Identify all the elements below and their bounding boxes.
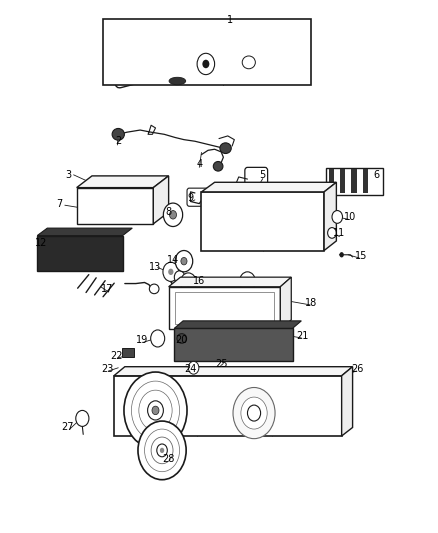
Text: 16: 16 [193, 277, 205, 286]
Circle shape [233, 387, 275, 439]
Circle shape [339, 252, 344, 257]
Bar [328, 169, 334, 193]
Circle shape [241, 397, 267, 429]
Text: 9: 9 [187, 193, 194, 203]
Bar [363, 169, 368, 193]
Text: 20: 20 [176, 335, 188, 345]
Polygon shape [201, 192, 324, 251]
Polygon shape [169, 277, 291, 287]
Text: 23: 23 [101, 364, 113, 374]
Circle shape [163, 262, 179, 281]
Ellipse shape [213, 161, 223, 171]
Ellipse shape [149, 284, 159, 294]
Text: 15: 15 [355, 251, 367, 261]
Polygon shape [77, 176, 169, 188]
Polygon shape [114, 367, 353, 376]
Circle shape [197, 53, 215, 75]
Circle shape [181, 257, 187, 265]
Text: 13: 13 [149, 262, 162, 271]
Bar [351, 169, 357, 193]
Circle shape [152, 406, 159, 415]
Circle shape [240, 272, 255, 291]
Circle shape [247, 405, 261, 421]
Circle shape [160, 448, 164, 453]
Text: 26: 26 [351, 364, 363, 374]
Circle shape [163, 203, 183, 227]
Text: 3: 3 [65, 170, 71, 180]
Polygon shape [37, 228, 132, 236]
Circle shape [188, 361, 199, 374]
Text: 27: 27 [62, 423, 74, 432]
Text: 25: 25 [215, 359, 227, 368]
Circle shape [131, 381, 180, 440]
Polygon shape [201, 182, 336, 192]
Circle shape [138, 421, 186, 480]
Polygon shape [324, 182, 336, 251]
Circle shape [328, 228, 336, 238]
Circle shape [151, 437, 173, 464]
Text: 5: 5 [260, 170, 266, 180]
Text: 17: 17 [101, 284, 113, 294]
Circle shape [185, 279, 191, 286]
Circle shape [157, 444, 167, 457]
Circle shape [174, 271, 185, 284]
Circle shape [175, 251, 193, 272]
Polygon shape [169, 287, 280, 329]
Text: 18: 18 [305, 298, 317, 308]
Text: 19: 19 [136, 335, 148, 345]
Text: 12: 12 [35, 238, 48, 247]
Text: 11: 11 [333, 229, 346, 238]
Text: 2: 2 [115, 136, 121, 146]
Text: 22: 22 [110, 351, 122, 361]
Polygon shape [37, 236, 123, 271]
Ellipse shape [112, 128, 124, 140]
Bar [122, 348, 134, 357]
Text: 1: 1 [227, 15, 233, 25]
FancyBboxPatch shape [245, 167, 268, 191]
Circle shape [148, 401, 163, 420]
Text: 7: 7 [56, 199, 62, 208]
Circle shape [145, 429, 180, 472]
Polygon shape [342, 367, 353, 436]
Circle shape [76, 410, 89, 426]
FancyBboxPatch shape [232, 46, 265, 79]
Bar [340, 169, 345, 193]
Bar [103, 19, 311, 85]
Ellipse shape [220, 143, 231, 154]
Circle shape [202, 60, 209, 68]
Ellipse shape [242, 56, 255, 69]
Text: 14: 14 [167, 255, 179, 265]
FancyBboxPatch shape [108, 25, 166, 88]
Text: 8: 8 [166, 207, 172, 217]
Circle shape [180, 273, 196, 292]
Polygon shape [114, 376, 342, 436]
FancyBboxPatch shape [113, 32, 160, 82]
Polygon shape [174, 321, 301, 328]
FancyBboxPatch shape [187, 188, 208, 206]
Circle shape [332, 211, 343, 223]
Polygon shape [280, 277, 291, 329]
Polygon shape [77, 188, 153, 224]
Bar [326, 168, 383, 195]
Text: 24: 24 [184, 364, 197, 374]
Circle shape [244, 278, 251, 285]
Circle shape [124, 372, 187, 449]
Text: 21: 21 [296, 331, 308, 341]
Text: 28: 28 [162, 455, 175, 464]
Ellipse shape [169, 77, 186, 85]
Text: 4: 4 [196, 159, 202, 168]
Polygon shape [153, 176, 169, 224]
Circle shape [168, 269, 173, 275]
Circle shape [170, 211, 177, 219]
Text: 6: 6 [374, 170, 380, 180]
Bar [174, 328, 293, 361]
Text: 10: 10 [344, 213, 357, 222]
Ellipse shape [177, 334, 187, 343]
Circle shape [139, 390, 172, 431]
Bar [175, 292, 274, 324]
Circle shape [151, 330, 165, 347]
